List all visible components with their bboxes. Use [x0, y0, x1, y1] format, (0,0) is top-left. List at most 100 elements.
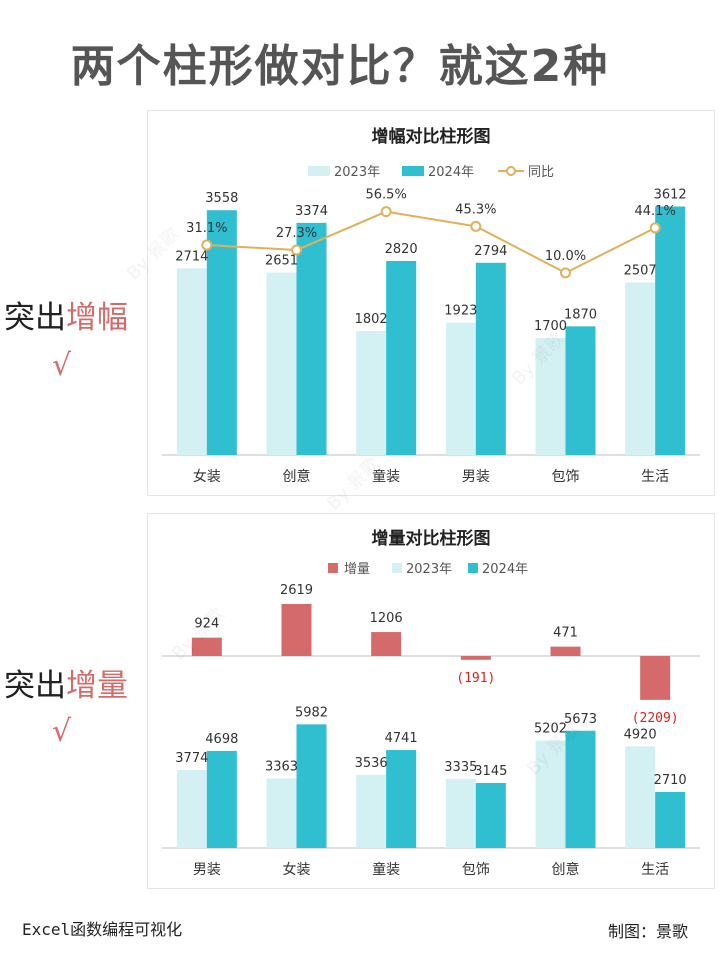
yoy-label: 10.0%	[545, 249, 586, 264]
bar-increment	[371, 632, 402, 656]
bar-2023	[356, 331, 387, 455]
data-label-2024: 3374	[295, 204, 328, 219]
data-label-2023: 3335	[444, 760, 477, 775]
data-label-increment: 2619	[280, 583, 313, 598]
x-tick-label: 女装	[283, 861, 311, 878]
bar-2023	[176, 770, 207, 848]
side-label-highlight: 增幅	[66, 300, 128, 336]
bar-2024	[565, 730, 596, 848]
yoy-label: 56.5%	[366, 188, 407, 203]
data-label-2024: 3145	[474, 764, 507, 779]
bar-2023	[625, 746, 656, 848]
data-label-2024: 2794	[474, 244, 507, 259]
legend-label-2024: 2024年	[428, 165, 474, 180]
yoy-label: 27.3%	[276, 226, 317, 241]
data-label-2024: 2820	[385, 242, 418, 257]
x-tick-label: 包饰	[462, 862, 490, 878]
data-label-2023: 3363	[265, 759, 298, 774]
data-label-2024: 1870	[564, 307, 597, 322]
check-mark-icon: √	[52, 714, 72, 749]
data-label-2023: 5202	[534, 721, 567, 736]
bar-2024	[206, 750, 237, 848]
yoy-marker	[560, 267, 571, 279]
bar-2024	[386, 260, 417, 455]
bar-2023	[445, 779, 476, 848]
legend-label-2023: 2023年	[334, 165, 380, 180]
legend-swatch-2024	[468, 563, 478, 573]
yoy-label: 45.3%	[455, 202, 496, 217]
yoy-marker	[649, 222, 661, 234]
chart-title: 增幅对比柱形图	[372, 126, 491, 147]
bar-2024	[565, 326, 596, 455]
yoy-marker	[470, 220, 482, 232]
yoy-marker	[291, 244, 302, 256]
data-label-2024: 3612	[654, 187, 687, 202]
bar-2023	[176, 268, 207, 455]
bar-2024	[475, 783, 506, 848]
data-label-2023: 1700	[534, 319, 567, 334]
increment-chart-panel: 增量对比柱形图 增量 2023年 2024年 924 3774 4698 男装 2619 3363…	[147, 513, 715, 889]
bar-2024	[655, 206, 686, 455]
bar-increment	[191, 637, 222, 656]
side-label-highlight: 增量	[66, 668, 128, 704]
data-label-2023: 1802	[355, 312, 388, 327]
x-tick-label: 创意	[552, 861, 580, 878]
bar-2024	[296, 222, 327, 455]
side-label-growth-rate: 突出增幅	[4, 292, 128, 337]
data-label-2023: 4920	[624, 727, 657, 742]
x-tick-label: 童装	[372, 468, 400, 485]
footer-brand: Excel函数编程可视化	[22, 920, 183, 939]
x-tick-label: 包饰	[552, 469, 580, 485]
data-label-increment: 1206	[370, 611, 403, 626]
yoy-line	[206, 210, 656, 274]
data-label-2023: 3536	[355, 756, 388, 771]
legend-label-2023: 2023年	[406, 562, 452, 577]
data-label-2024: 5673	[564, 712, 597, 727]
legend-swatch-2023	[392, 563, 402, 573]
data-label-2024: 4698	[205, 732, 238, 747]
growth-chart-panel: 增幅对比柱形图 2023年 2024年 同比 2714 3558 女装 2651 3374 创意 1…	[147, 110, 715, 496]
x-tick-label: 生活	[641, 469, 669, 485]
x-tick-label: 创意	[283, 468, 311, 485]
bar-2023	[535, 740, 566, 848]
data-label-2023: 3774	[175, 751, 208, 766]
bar-increment	[460, 656, 491, 660]
page-title: 两个柱形做对比？就这2种	[70, 41, 610, 92]
x-tick-label: 童装	[372, 861, 400, 878]
chart-title: 增量对比柱形图	[372, 528, 491, 549]
data-label-2024: 2710	[654, 773, 687, 788]
data-label-increment: 471	[553, 626, 578, 641]
yoy-marker	[380, 206, 392, 218]
bar-2023	[445, 322, 476, 455]
side-label-prefix: 突出	[4, 668, 66, 704]
legend-label-yoy: 同比	[528, 165, 554, 180]
legend-label-increment: 增量	[344, 562, 370, 577]
bar-2023	[266, 272, 297, 455]
bar-2023	[625, 282, 656, 455]
legend-swatch-increment	[328, 563, 338, 573]
data-label-2023: 2507	[624, 264, 657, 279]
bar-2024	[475, 262, 506, 455]
bar-2023	[535, 338, 566, 455]
data-label-2023: 2651	[265, 254, 298, 269]
legend-swatch-yoy-marker	[506, 166, 516, 176]
growth-chart: 增幅对比柱形图 2023年 2024年 同比 2714 3558 女装 2651 3374 创意 1…	[162, 126, 700, 485]
data-label-2023: 2714	[175, 249, 208, 264]
yoy-label: 44.1%	[635, 204, 676, 219]
legend-swatch-2023	[308, 166, 330, 176]
data-label-2024: 3558	[205, 191, 238, 206]
x-tick-label: 生活	[641, 862, 669, 878]
yoy-label: 31.1%	[186, 221, 227, 236]
data-label-2024: 4741	[385, 731, 418, 746]
x-tick-label: 男装	[462, 469, 490, 485]
bar-2024	[386, 750, 417, 848]
legend-swatch-2024	[402, 166, 424, 176]
bar-2024	[206, 210, 237, 455]
yoy-marker	[201, 239, 213, 251]
bar-2023	[356, 774, 387, 848]
side-label-prefix: 突出	[4, 300, 66, 336]
bar-increment	[550, 646, 581, 656]
bar-2024	[655, 791, 686, 848]
footer-credit: 制图：景歌	[607, 922, 688, 941]
